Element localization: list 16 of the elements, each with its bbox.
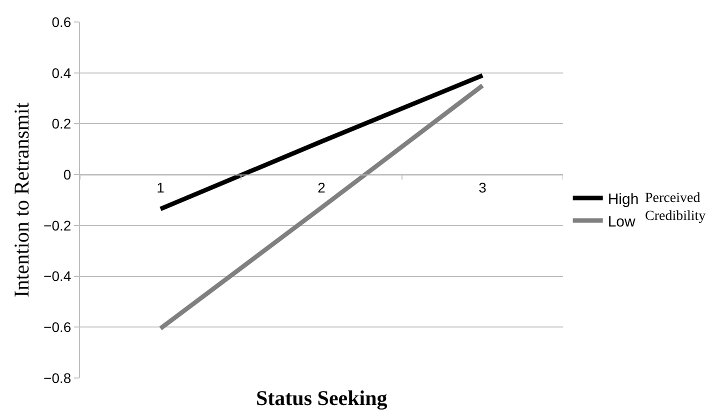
y-tick-label: −0.2 xyxy=(44,217,72,234)
legend-label: High xyxy=(608,190,639,208)
x-axis-title: Status Seeking xyxy=(256,386,388,410)
y-tick-label: 0.2 xyxy=(52,116,72,132)
x-tick-label: 3 xyxy=(478,179,487,196)
legend-label: Low xyxy=(608,213,636,230)
legend-title: Perceived Credibility xyxy=(645,191,706,224)
y-tick-label: 0 xyxy=(63,166,72,182)
y-tick-label: 0.4 xyxy=(52,64,72,81)
y-tick-label: −0.6 xyxy=(44,319,72,336)
y-axis-title: Intention to Retransmit xyxy=(10,102,34,298)
y-tick-label: −0.4 xyxy=(44,268,72,284)
x-tick-label: 1 xyxy=(156,179,165,196)
x-tick-label: 2 xyxy=(318,179,326,196)
y-tick-label: −0.8 xyxy=(44,370,72,386)
y-tick-label: 0.6 xyxy=(52,14,72,30)
